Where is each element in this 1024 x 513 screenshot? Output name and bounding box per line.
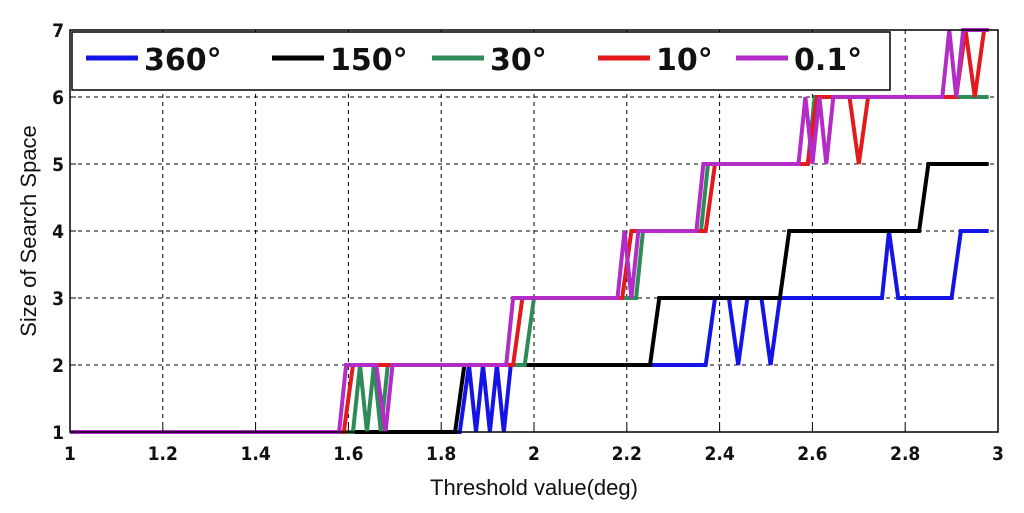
legend-box xyxy=(71,31,891,91)
x-tick-label: 2.6 xyxy=(797,443,827,465)
x-tick-label: 1.2 xyxy=(148,443,178,465)
legend: 360° 150° 30° 10° 0.1° xyxy=(71,31,891,91)
y-tick-label: 2 xyxy=(52,355,64,377)
x-tick-label: 2.8 xyxy=(890,443,920,465)
series-line xyxy=(70,162,989,434)
y-tick-label: 7 xyxy=(52,20,64,42)
y-tick-label: 5 xyxy=(52,154,64,176)
y-tick-label: 3 xyxy=(52,288,64,310)
legend-label: 10° xyxy=(656,43,713,78)
x-tick-label: 3 xyxy=(992,443,1004,465)
x-tick-label: 2 xyxy=(528,443,540,465)
x-tick-label: 1.4 xyxy=(240,443,270,465)
legend-label: 360° xyxy=(144,43,222,78)
legend-label: 150° xyxy=(330,43,408,78)
tick-labels: 1 1.2 1.4 1.6 1.8 2 2.2 2.4 2.6 2.8 3 1 2 3 4 5 6 7 xyxy=(52,20,1004,465)
x-axis-label: Threshold value(deg) xyxy=(430,475,638,500)
x-tick-label: 2.2 xyxy=(612,443,642,465)
legend-label: 0.1° xyxy=(794,43,862,78)
y-tick-label: 1 xyxy=(52,422,64,444)
x-tick-label: 1.8 xyxy=(426,443,456,465)
y-tick-label: 6 xyxy=(52,87,64,109)
series-line xyxy=(70,95,989,434)
x-tick-label: 1.6 xyxy=(333,443,363,465)
legend-label: 30° xyxy=(490,43,547,78)
y-tick-label: 4 xyxy=(52,221,64,243)
y-axis-label: Size of Search Space xyxy=(16,125,41,337)
x-tick-label: 2.4 xyxy=(704,443,734,465)
x-tick-label: 1 xyxy=(64,443,76,465)
